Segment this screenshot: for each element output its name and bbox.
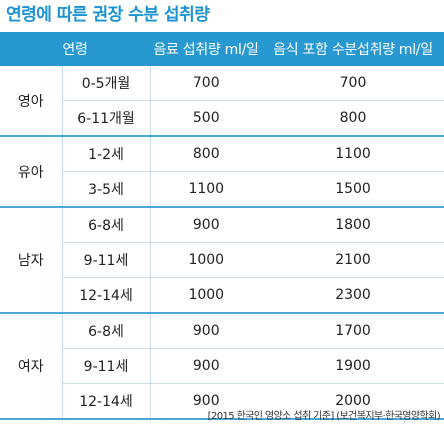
- age-cell: 9-11세: [62, 242, 151, 278]
- total-cell: 2100: [262, 242, 444, 278]
- age-cell: 12-14세: [62, 277, 151, 314]
- drink-cell: 900: [150, 383, 263, 420]
- total-cell: 1800: [262, 207, 444, 243]
- drink-cell: 1000: [150, 277, 263, 314]
- age-cell: 3-5세: [62, 171, 151, 208]
- total-cell: 2000: [262, 383, 444, 420]
- drink-cell: 1000: [150, 242, 263, 278]
- drink-cell: 900: [150, 313, 263, 349]
- total-cell: 1500: [262, 171, 444, 208]
- header-total: 음식 포함 수분섭취량 ml/일: [262, 32, 444, 66]
- total-cell: 1100: [262, 136, 444, 172]
- age-cell: 6-8세: [62, 313, 151, 349]
- age-cell: 0-5개월: [62, 66, 151, 101]
- drink-cell: 900: [150, 348, 263, 384]
- table-body: 영아 0-5개월 700 700 6-11개월 500 800 유아 1-2세 800 1100 3-…: [0, 66, 444, 420]
- group-label: 영아: [0, 66, 63, 137]
- total-cell: 1900: [262, 348, 444, 384]
- header-age: 연령: [0, 32, 151, 66]
- page-title: 연령에 따른 권장 수분 섭취량: [6, 5, 210, 25]
- total-cell: 2300: [262, 277, 444, 314]
- table-row: 9-11세 900 1900: [0, 348, 444, 384]
- total-cell: 1700: [262, 313, 444, 349]
- table-row: 유아 1-2세 800 1100: [0, 136, 444, 208]
- group-label: 남자: [0, 207, 63, 314]
- age-cell: 9-11세: [62, 348, 151, 384]
- drink-cell: 1100: [150, 171, 263, 208]
- drink-cell: 900: [150, 207, 263, 243]
- age-cell: 6-11개월: [62, 100, 151, 137]
- table-row: 9-11세 1000 2100: [0, 242, 444, 278]
- table-row: 12-14세 1000 2300: [0, 277, 444, 314]
- age-cell: 6-8세: [62, 207, 151, 243]
- total-cell: 800: [262, 100, 444, 137]
- drink-cell: 700: [150, 66, 263, 101]
- group-label: 유아: [0, 136, 63, 208]
- table-row: 여자 6-8세 900 1700: [0, 313, 444, 420]
- age-cell: 1-2세: [62, 136, 151, 172]
- table-row: 영아 0-5개월 700 700: [0, 66, 444, 137]
- total-cell: 700: [262, 66, 444, 101]
- drink-cell: 800: [150, 136, 263, 172]
- table-row: 6-11개월 500 800: [0, 100, 444, 137]
- header-drink: 음료 섭취량 ml/일: [150, 32, 263, 66]
- table-row: 남자 6-8세 900 1800: [0, 207, 444, 314]
- table-row: 3-5세 1100 1500: [0, 171, 444, 208]
- table-row: 12-14세 900 2000: [0, 383, 444, 420]
- age-cell: 12-14세: [62, 383, 151, 420]
- source-note: [2015 한국인 영양소 섭취 기준] (보건복지부·한국영양학회): [207, 411, 441, 422]
- drink-cell: 500: [150, 100, 263, 137]
- water-intake-table: 연령 음료 섭취량 ml/일 음식 포함 수분섭취량 ml/일 영아 0-5개월 7…: [0, 32, 444, 420]
- table-header-row: 연령 음료 섭취량 ml/일 음식 포함 수분섭취량 ml/일: [0, 32, 444, 66]
- group-label: 여자: [0, 313, 63, 420]
